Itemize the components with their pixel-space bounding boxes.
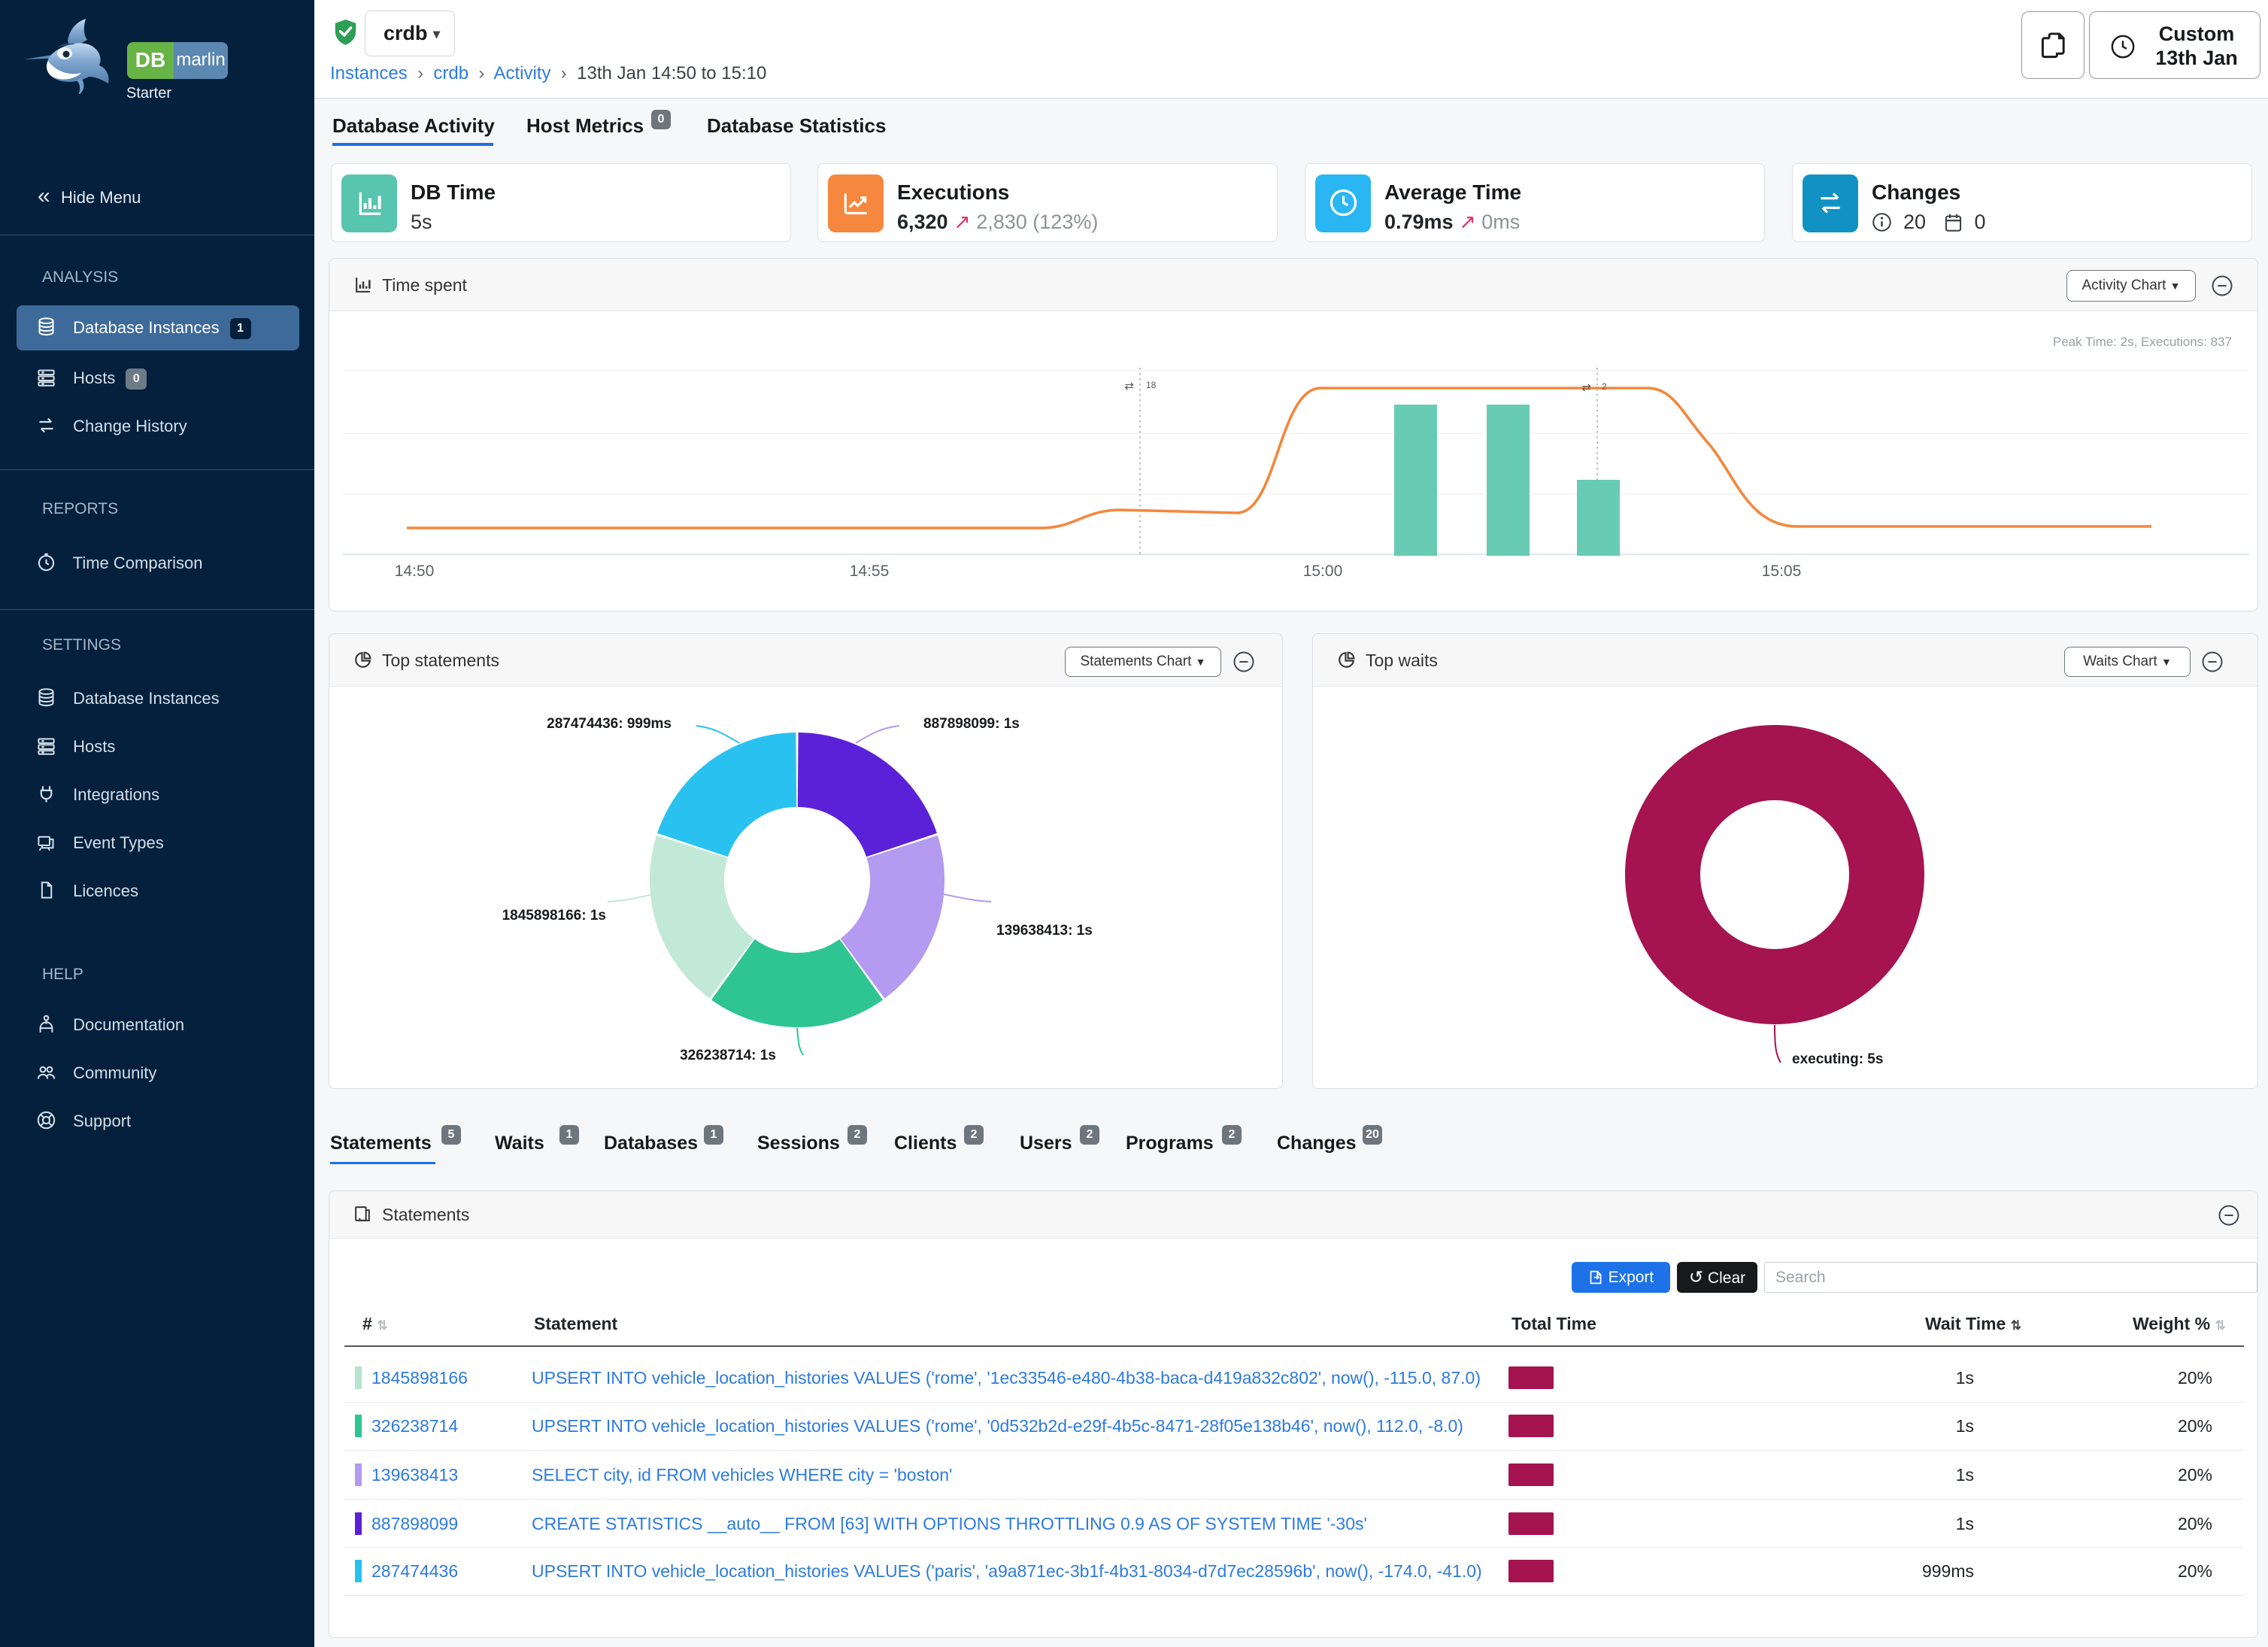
svg-text:⇄: ⇄ bbox=[1124, 380, 1134, 393]
svg-text:887898099: 1s: 887898099: 1s bbox=[923, 716, 1020, 732]
svg-text:executing: 5s: executing: 5s bbox=[1792, 1051, 1883, 1067]
svg-text:14:50: 14:50 bbox=[395, 563, 435, 580]
svg-text:139638413: 1s: 139638413: 1s bbox=[996, 923, 1093, 939]
svg-text:⇄: ⇄ bbox=[1581, 381, 1591, 394]
svg-text:14:55: 14:55 bbox=[850, 563, 890, 580]
svg-text:326238714: 1s: 326238714: 1s bbox=[680, 1048, 776, 1063]
svg-text:Peak Time: 2s, Executions: 837: Peak Time: 2s, Executions: 837 bbox=[2053, 335, 2232, 349]
svg-text:2: 2 bbox=[1602, 381, 1607, 392]
svg-text:1845898166: 1s: 1845898166: 1s bbox=[502, 908, 606, 924]
svg-text:15:05: 15:05 bbox=[1762, 563, 1802, 580]
svg-text:287474436: 999ms: 287474436: 999ms bbox=[547, 716, 672, 732]
svg-text:18: 18 bbox=[1146, 380, 1157, 390]
svg-text:15:00: 15:00 bbox=[1303, 563, 1343, 580]
